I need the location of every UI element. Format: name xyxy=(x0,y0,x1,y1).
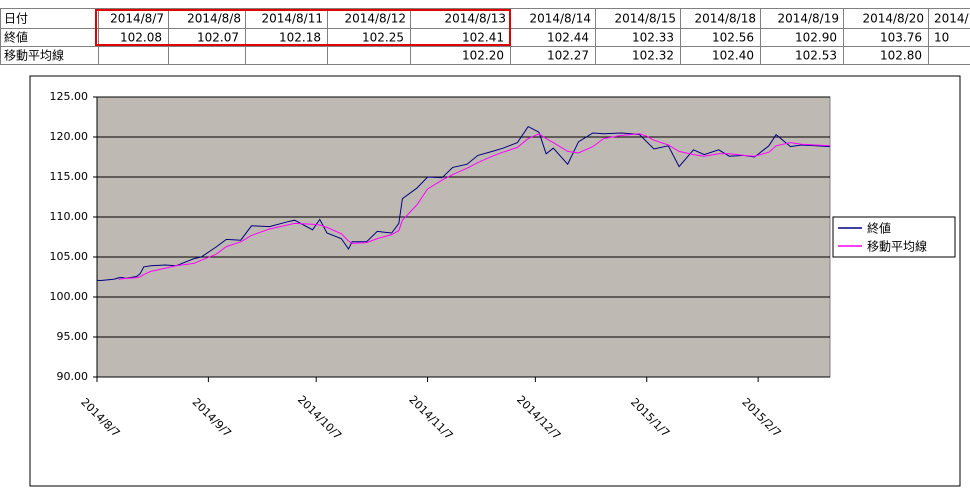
table-value: 102.53 xyxy=(795,49,837,63)
date-header: 2014/ xyxy=(934,12,970,26)
table-value: 10 xyxy=(934,31,949,45)
table-value: 102.56 xyxy=(712,31,754,45)
table-value: 102.80 xyxy=(880,49,922,63)
table-value: 102.44 xyxy=(547,31,589,45)
date-header: 2014/8/14 xyxy=(529,12,591,26)
y-tick-label: 95.00 xyxy=(57,330,89,343)
date-header: 2014/8/12 xyxy=(344,12,406,26)
legend-label: 終値 xyxy=(867,221,891,236)
date-header: 2014/8/8 xyxy=(187,12,241,26)
table-value: 102.41 xyxy=(462,31,504,45)
table-value: 102.08 xyxy=(120,31,162,45)
table-value: 102.25 xyxy=(362,31,404,45)
y-tick-label: 120.00 xyxy=(50,130,89,143)
table-value: 102.33 xyxy=(632,31,674,45)
legend-label: 移動平均線 xyxy=(867,239,927,254)
y-tick-label: 105.00 xyxy=(50,250,89,263)
plot-area xyxy=(97,97,830,377)
date-header: 2014/8/19 xyxy=(777,12,839,26)
table-cell xyxy=(929,47,970,65)
row-label: 移動平均線 xyxy=(4,48,64,63)
y-tick-label: 90.00 xyxy=(57,370,89,383)
date-header: 2014/8/20 xyxy=(862,12,924,26)
table-value: 102.32 xyxy=(632,49,674,63)
table-value: 102.07 xyxy=(197,31,239,45)
y-tick-label: 125.00 xyxy=(50,90,89,103)
table-value: 102.20 xyxy=(462,49,504,63)
row-label: 終値 xyxy=(4,30,28,45)
y-tick-label: 110.00 xyxy=(50,210,89,223)
table-cell xyxy=(328,47,411,65)
date-header: 2014/8/7 xyxy=(110,12,164,26)
row-label: 日付 xyxy=(4,12,28,26)
table-value: 103.76 xyxy=(880,31,922,45)
date-header: 2014/8/18 xyxy=(694,12,756,26)
y-tick-label: 100.00 xyxy=(50,290,89,303)
table-cell xyxy=(99,47,169,65)
date-header: 2014/8/11 xyxy=(261,12,323,26)
table-value: 102.27 xyxy=(547,49,589,63)
table-value: 102.40 xyxy=(712,49,754,63)
table-cell xyxy=(169,47,246,65)
y-tick-label: 115.00 xyxy=(50,170,89,183)
date-header: 2014/8/15 xyxy=(614,12,676,26)
table-cell xyxy=(246,47,328,65)
table-value: 102.18 xyxy=(279,31,321,45)
table-value: 102.90 xyxy=(795,31,837,45)
date-header: 2014/8/13 xyxy=(444,12,506,26)
